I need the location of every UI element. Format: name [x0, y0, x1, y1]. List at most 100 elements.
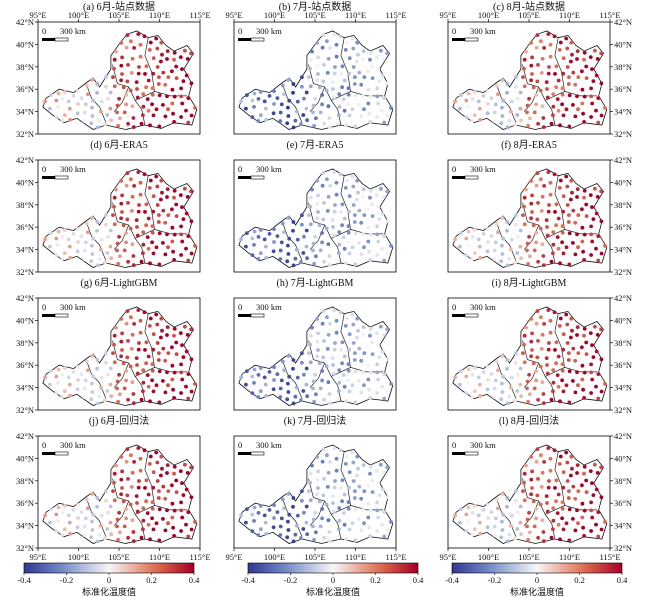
station-point — [500, 243, 504, 248]
station-point — [62, 504, 67, 508]
station-point — [143, 210, 147, 214]
station-point — [366, 377, 371, 382]
station-point — [170, 225, 175, 230]
station-point — [477, 106, 482, 111]
station-point — [157, 262, 162, 267]
station-point — [126, 397, 130, 402]
station-point — [376, 205, 380, 210]
station-point — [582, 195, 586, 200]
station-point — [82, 524, 87, 529]
station-point — [263, 244, 268, 249]
station-point — [287, 98, 292, 103]
station-point — [165, 195, 169, 199]
station-point — [530, 210, 534, 214]
station-point — [584, 202, 589, 207]
panel-title: (c) 8月-站点数据 — [493, 0, 565, 13]
station-point — [300, 222, 304, 227]
station-point — [385, 389, 390, 394]
station-point — [514, 84, 518, 89]
station-point — [321, 33, 326, 37]
station-point — [580, 225, 585, 230]
station-point — [106, 372, 110, 377]
station-point — [174, 490, 179, 494]
station-point — [115, 110, 119, 115]
lon-tick-label: 115°E — [599, 10, 620, 20]
station-point — [341, 373, 346, 377]
station-point — [311, 248, 315, 253]
station-point — [478, 117, 483, 122]
station-point — [189, 465, 194, 470]
station-point — [139, 121, 144, 126]
station-point — [518, 520, 523, 525]
station-point — [389, 520, 393, 524]
station-point — [331, 371, 336, 376]
lat-tick-label: 38°N — [614, 200, 632, 210]
station-point — [258, 366, 263, 370]
station-point — [545, 371, 550, 376]
station-point — [157, 507, 162, 512]
station-point — [551, 518, 556, 523]
station-point — [119, 354, 123, 359]
station-point — [470, 119, 475, 123]
station-point — [124, 507, 128, 511]
sub-basin-boundary — [331, 367, 383, 377]
station-point — [376, 481, 380, 485]
station-point — [160, 52, 164, 57]
station-point — [509, 109, 513, 114]
station-point — [356, 190, 360, 195]
station-point — [347, 332, 352, 337]
station-point — [267, 370, 272, 374]
station-point — [521, 213, 525, 218]
station-point — [341, 97, 346, 101]
station-point — [193, 382, 197, 386]
station-point — [545, 363, 549, 367]
colorbar-tick-label: -0.4 — [241, 575, 255, 585]
station-point — [560, 500, 565, 505]
station-point — [71, 370, 76, 374]
lon-tick-label: 110°E — [345, 10, 366, 20]
station-point — [477, 520, 482, 525]
station-point — [316, 55, 320, 60]
station-point — [56, 381, 60, 385]
station-point — [76, 365, 80, 369]
station-point — [522, 66, 526, 71]
station-point — [275, 96, 280, 100]
station-point — [453, 375, 457, 380]
station-point — [316, 331, 320, 336]
colorbar-title: 标准化温度值 — [82, 586, 136, 597]
station-point — [556, 492, 561, 497]
station-point — [569, 59, 573, 64]
station-point — [83, 516, 88, 521]
station-point — [558, 537, 562, 542]
station-point — [157, 231, 162, 236]
station-point — [347, 56, 352, 61]
station-point — [95, 504, 99, 509]
station-point — [580, 377, 585, 382]
station-point — [507, 394, 512, 399]
station-point — [151, 209, 156, 214]
lat-tick-label: 32°N — [16, 543, 34, 553]
station-point — [515, 251, 520, 255]
station-point — [540, 242, 545, 247]
station-point — [117, 372, 121, 377]
station-point — [331, 233, 336, 238]
station-point — [499, 121, 504, 126]
station-point — [137, 65, 141, 69]
station-point — [589, 232, 594, 237]
station-point — [590, 515, 595, 520]
station-point — [144, 85, 149, 90]
station-point — [328, 46, 332, 50]
station-point — [581, 387, 585, 392]
station-point — [576, 521, 580, 526]
station-point — [470, 235, 475, 239]
station-point — [529, 216, 533, 221]
station-point — [112, 195, 117, 200]
station-point — [159, 454, 164, 459]
station-point — [554, 478, 559, 483]
station-point — [252, 505, 257, 510]
station-point — [146, 78, 151, 83]
station-point — [308, 360, 313, 365]
station-point — [466, 381, 470, 385]
station-point — [522, 498, 527, 503]
